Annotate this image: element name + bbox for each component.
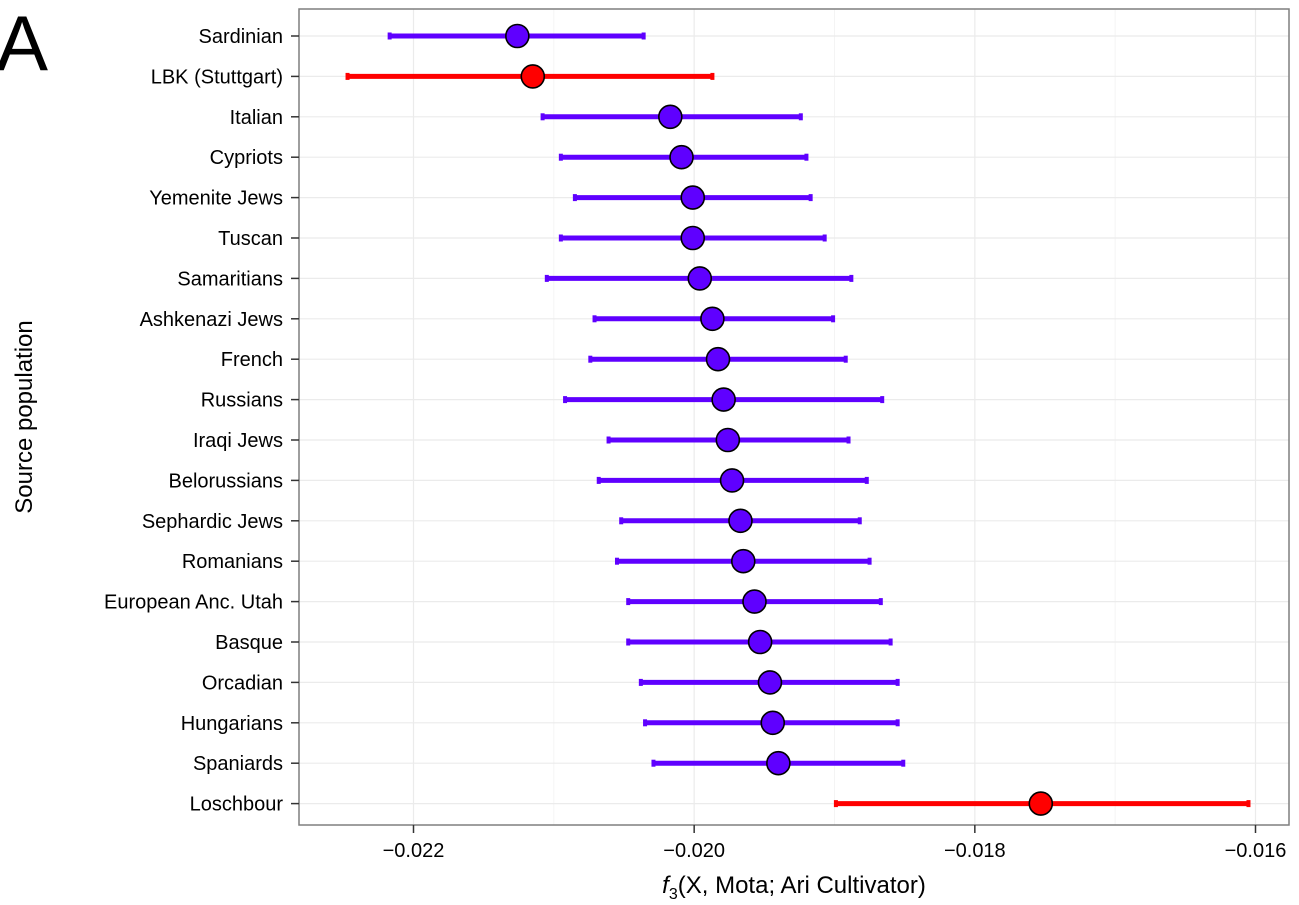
data-point: [760, 710, 786, 736]
x-axis: −0.022 −0.020 −0.018 −0.016: [383, 825, 1287, 862]
data-point: [711, 387, 736, 412]
data-points: [505, 23, 1054, 816]
y-tick-label: Ashkenazi Jews: [140, 309, 283, 331]
y-tick-label: Russians: [201, 390, 283, 412]
y-tick-label: Belorussians: [168, 470, 283, 492]
y-tick-label: Hungarians: [181, 713, 283, 735]
y-tick-label: Tuscan: [218, 228, 283, 250]
data-point: [505, 23, 530, 49]
x-tick-label: −0.018: [944, 840, 1006, 862]
x-axis-title-prefix: f: [662, 872, 671, 899]
x-axis-title-subscript: 3: [669, 886, 678, 903]
data-point: [669, 144, 694, 170]
data-point: [705, 346, 731, 372]
plot-border: [298, 8, 1290, 826]
y-tick-label: Yemenite Jews: [149, 188, 283, 210]
y-axis-title: Source population: [11, 320, 38, 513]
plot-panel: [299, 9, 1289, 825]
y-tick-label: Samaritians: [177, 268, 283, 290]
data-point: [700, 306, 725, 332]
data-point: [757, 670, 783, 695]
y-tick-label: Basque: [215, 632, 283, 654]
y-tick-label: LBK (Stuttgart): [151, 66, 283, 88]
panel-letter: A: [0, 0, 48, 87]
data-point: [658, 104, 683, 130]
x-tick-label: −0.016: [1225, 840, 1287, 862]
x-axis-title-rest: (X, Mota; Ari Cultivator): [678, 872, 926, 899]
data-point: [742, 589, 767, 614]
y-tick-label: Iraqi Jews: [193, 430, 283, 452]
data-point: [1028, 791, 1054, 816]
y-tick-label: Cypriots: [210, 147, 283, 169]
y-tick-label: Sephardic Jews: [142, 511, 283, 533]
y-tick-label: Sardinian: [198, 26, 283, 48]
data-point: [687, 266, 713, 291]
y-tick-label: Spaniards: [193, 753, 283, 775]
y-tick-label: Orcadian: [202, 672, 283, 694]
data-point: [766, 750, 791, 776]
data-point: [680, 185, 706, 210]
y-tick-label: Loschbour: [190, 794, 284, 816]
y-axis: Sardinian LBK (Stuttgart) Italian Cypriots Y…: [104, 26, 299, 816]
data-point: [520, 64, 546, 89]
data-point: [680, 225, 706, 251]
data-point: [728, 508, 753, 534]
x-tick-label: −0.020: [663, 840, 725, 862]
y-tick-label: Italian: [230, 107, 283, 129]
y-tick-label: European Anc. Utah: [104, 592, 283, 614]
data-point: [719, 468, 745, 493]
data-point: [715, 427, 741, 453]
y-tick-label: Romanians: [182, 551, 283, 573]
data-point: [747, 629, 773, 655]
x-axis-title: f3(X, Mota; Ari Cultivator): [662, 872, 926, 903]
data-point: [730, 548, 756, 574]
y-tick-label: French: [221, 349, 283, 371]
x-tick-label: −0.022: [383, 840, 445, 862]
